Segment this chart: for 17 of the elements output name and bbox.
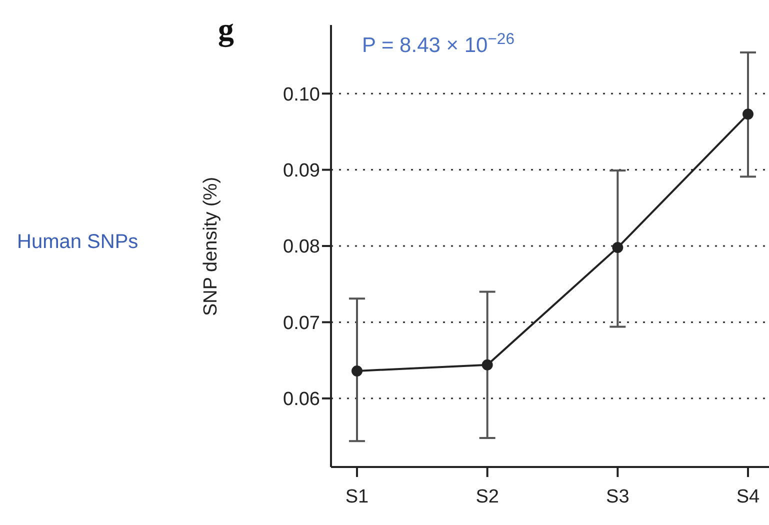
chart-title: g bbox=[218, 11, 234, 48]
y-axis-title: SNP density (%) bbox=[200, 176, 222, 316]
annotation: P = 8.43 × 10$^{−26}$ bbox=[362, 30, 515, 57]
y-tick-label: 0.09 bbox=[283, 160, 320, 182]
point bbox=[742, 108, 754, 120]
text: Human SNPs bbox=[17, 231, 138, 253]
point bbox=[482, 359, 493, 370]
y-tick-label: 0.10 bbox=[283, 84, 320, 106]
x-tick-label: S3 bbox=[606, 486, 630, 508]
x-tick-label: S4 bbox=[736, 486, 760, 508]
point bbox=[612, 242, 624, 254]
y-tick-label: 0.07 bbox=[283, 312, 320, 334]
y-tick-label: 0.06 bbox=[283, 389, 320, 410]
x-tick-label: S1 bbox=[345, 486, 369, 508]
y-tick-label: 0.08 bbox=[283, 236, 320, 258]
x-tick-label: S2 bbox=[476, 486, 499, 508]
point bbox=[352, 365, 362, 376]
